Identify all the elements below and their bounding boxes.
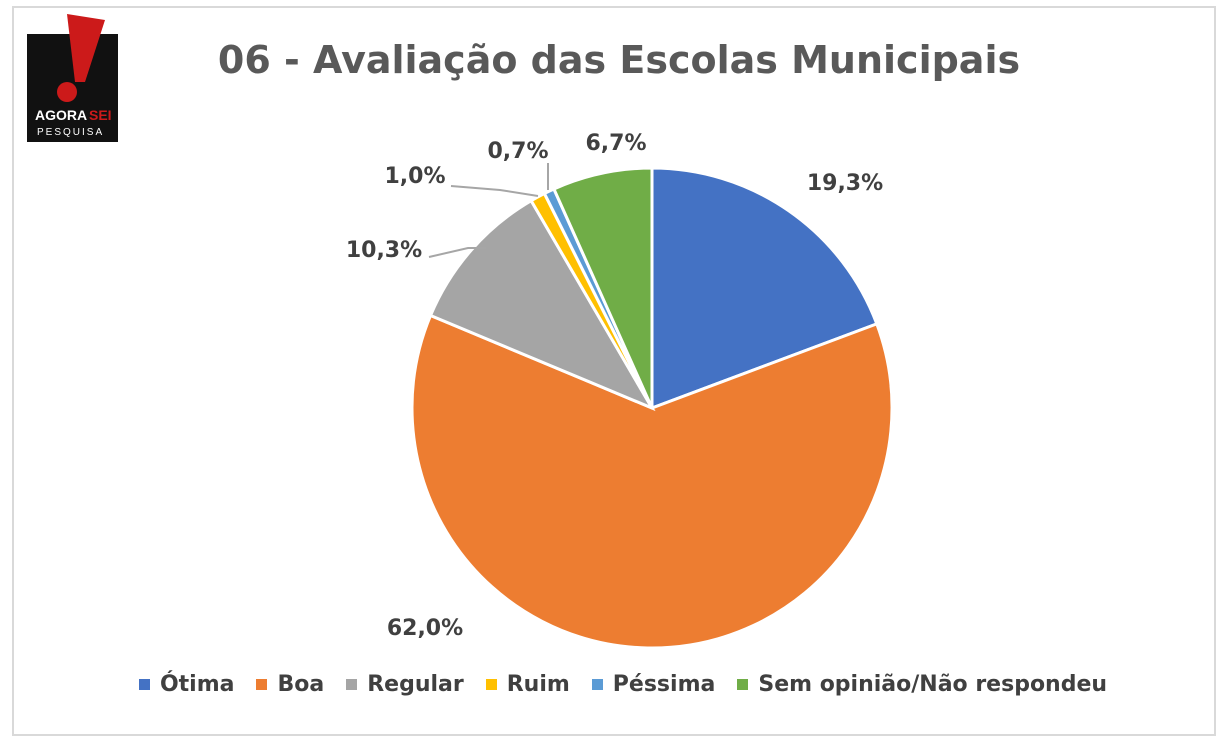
legend-item-pessima: Péssima bbox=[591, 672, 716, 697]
legend-swatch-otima bbox=[138, 679, 150, 690]
agora-sei-logo: AGORA SEI PESQUISA bbox=[27, 14, 118, 142]
legend-swatch-sem-opiniao bbox=[737, 679, 749, 690]
exclamation-bar bbox=[67, 14, 105, 82]
legend-label-boa: Boa bbox=[277, 672, 325, 697]
pie-slice-sem-opiniao bbox=[551, 166, 654, 409]
legend-item-otima: Ótima bbox=[138, 672, 235, 697]
legend-swatch-ruim bbox=[485, 679, 497, 690]
legend-swatch-pessima bbox=[591, 679, 603, 690]
logo-text-pesquisa: PESQUISA bbox=[37, 127, 104, 138]
legend-item-ruim: Ruim bbox=[485, 672, 570, 697]
legend-label-ruim: Ruim bbox=[506, 672, 570, 697]
legend-label-pessima: Péssima bbox=[612, 672, 716, 697]
legend-label-sem-opiniao: Sem opinião/Não respondeu bbox=[758, 672, 1108, 697]
legend-swatch-regular bbox=[346, 679, 358, 690]
data-label-sem-opiniao: 6,7% bbox=[585, 131, 646, 156]
logo-text-agora: AGORA bbox=[35, 107, 87, 123]
leader-line-regular bbox=[428, 247, 486, 258]
legend-item-sem-opiniao: Sem opinião/Não respondeu bbox=[737, 672, 1107, 697]
pie-slice-boa bbox=[410, 313, 894, 650]
legend-label-regular: Regular bbox=[367, 672, 464, 697]
legend-swatch-boa bbox=[256, 679, 268, 690]
data-label-otima: 19,3% bbox=[807, 171, 883, 196]
logo-text-sei: SEI bbox=[89, 107, 112, 123]
legend-item-regular: Regular bbox=[346, 672, 464, 697]
legend: Ótima Boa Regular Ruim Péssima Sem opinião/Nã… bbox=[0, 672, 1228, 697]
legend-label-otima: Ótima bbox=[159, 672, 235, 697]
pie-slice-regular bbox=[428, 198, 656, 412]
data-label-regular: 10,3% bbox=[346, 238, 422, 263]
pie-slice-otima bbox=[650, 166, 879, 411]
data-label-pessima: 0,7% bbox=[487, 139, 548, 164]
chart-title: 06 - Avaliação das Escolas Municipais bbox=[217, 38, 1021, 82]
exclamation-dot bbox=[57, 82, 77, 102]
legend-item-boa: Boa bbox=[256, 672, 324, 697]
data-label-ruim: 1,0% bbox=[384, 164, 445, 189]
data-label-boa: 62,0% bbox=[387, 616, 463, 641]
leader-line-ruim bbox=[450, 185, 539, 197]
